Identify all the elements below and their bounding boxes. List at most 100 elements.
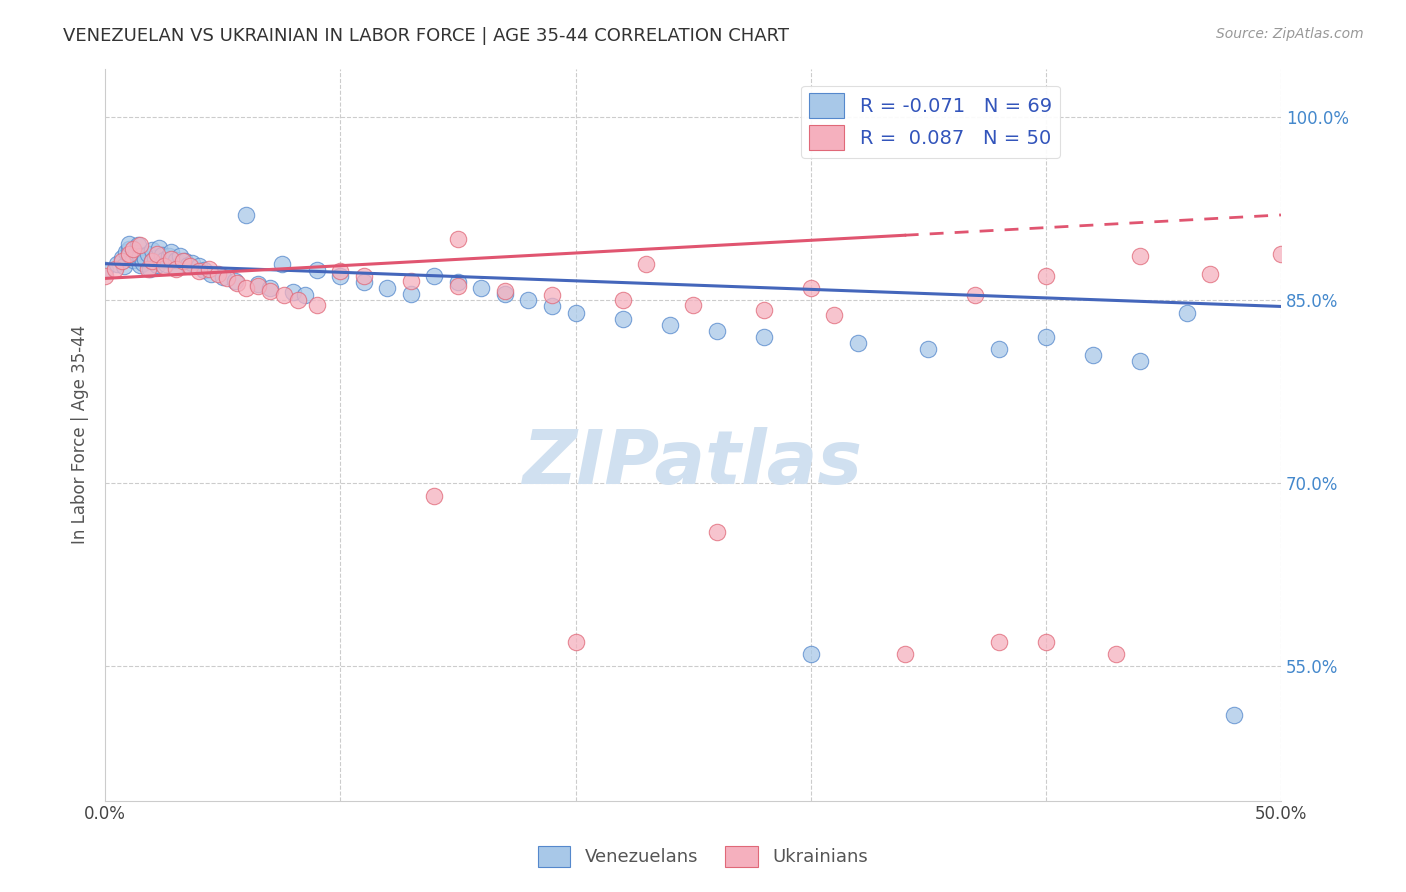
Point (294, 288, 316, 302)
Point (176, 258, 198, 272)
Point (823, 308, 845, 322)
Point (1035, 268, 1057, 283)
Point (112, 259, 135, 273)
Point (122, 253, 145, 268)
Point (564, 635, 586, 649)
Point (179, 259, 201, 273)
Point (181, 255, 204, 269)
Point (706, 324, 728, 338)
Point (259, 284, 281, 298)
Point (141, 254, 163, 268)
Point (447, 232, 470, 246)
Point (377, 281, 399, 295)
Point (235, 281, 257, 295)
Point (224, 274, 246, 288)
Point (94, 268, 117, 283)
Point (494, 284, 516, 298)
Point (165, 261, 187, 276)
Point (141, 254, 163, 268)
Point (146, 247, 169, 261)
Point (150, 248, 173, 262)
Legend: R = -0.071   N = 69, R =  0.087   N = 50: R = -0.071 N = 69, R = 0.087 N = 50 (801, 86, 1060, 158)
Point (143, 251, 166, 265)
Point (612, 311, 634, 326)
Point (1270, 247, 1292, 261)
Point (193, 263, 215, 277)
Point (682, 298, 704, 312)
Point (965, 288, 987, 302)
Text: Source: ZipAtlas.com: Source: ZipAtlas.com (1216, 27, 1364, 41)
Point (987, 635, 1010, 649)
Point (1081, 348, 1104, 362)
Point (172, 254, 194, 268)
Point (160, 252, 183, 266)
Point (399, 287, 422, 301)
Point (153, 259, 176, 273)
Point (1129, 249, 1152, 263)
Point (146, 258, 169, 272)
Point (846, 336, 869, 351)
Point (494, 287, 516, 301)
Point (111, 251, 134, 265)
Point (148, 241, 170, 255)
Point (207, 267, 229, 281)
Point (470, 281, 492, 295)
Point (129, 258, 152, 272)
Point (94, 263, 117, 277)
Point (987, 342, 1010, 356)
Point (105, 257, 128, 271)
Point (270, 257, 292, 271)
Point (423, 489, 446, 503)
Point (1223, 708, 1246, 723)
Point (217, 271, 239, 285)
Point (136, 261, 159, 276)
Point (541, 288, 564, 302)
Point (188, 264, 211, 278)
Point (447, 275, 470, 289)
Point (235, 208, 257, 222)
Point (174, 254, 197, 268)
Point (118, 247, 141, 261)
Point (706, 525, 728, 540)
Point (893, 647, 915, 661)
Point (247, 277, 270, 292)
Point (800, 281, 823, 295)
Point (752, 330, 775, 344)
Point (329, 268, 352, 283)
Point (1105, 647, 1128, 661)
Point (127, 238, 149, 252)
Legend: Venezuelans, Ukrainians: Venezuelans, Ukrainians (530, 838, 876, 874)
Point (118, 237, 141, 252)
Point (165, 260, 187, 275)
Point (188, 259, 211, 273)
Point (111, 254, 134, 268)
Point (287, 293, 309, 308)
Point (305, 298, 328, 312)
Point (247, 278, 270, 293)
Point (1035, 635, 1057, 649)
Point (800, 647, 823, 661)
Point (200, 267, 222, 281)
Point (115, 244, 138, 259)
Point (353, 275, 375, 289)
Point (225, 277, 247, 291)
Point (1199, 267, 1222, 281)
Point (305, 263, 328, 277)
Text: VENEZUELAN VS UKRAINIAN IN LABOR FORCE | AGE 35-44 CORRELATION CHART: VENEZUELAN VS UKRAINIAN IN LABOR FORCE |… (63, 27, 789, 45)
Point (612, 293, 634, 308)
Point (283, 285, 305, 299)
Point (169, 249, 191, 263)
Point (541, 300, 564, 314)
Point (118, 248, 141, 262)
Point (125, 245, 148, 260)
Point (447, 278, 470, 293)
Point (259, 281, 281, 295)
Point (1035, 330, 1057, 344)
Point (132, 255, 155, 269)
Point (104, 261, 127, 276)
Point (399, 274, 422, 288)
Y-axis label: In Labor Force | Age 35-44: In Labor Force | Age 35-44 (72, 325, 89, 544)
Point (564, 305, 586, 319)
Point (273, 288, 295, 302)
Point (129, 238, 152, 252)
